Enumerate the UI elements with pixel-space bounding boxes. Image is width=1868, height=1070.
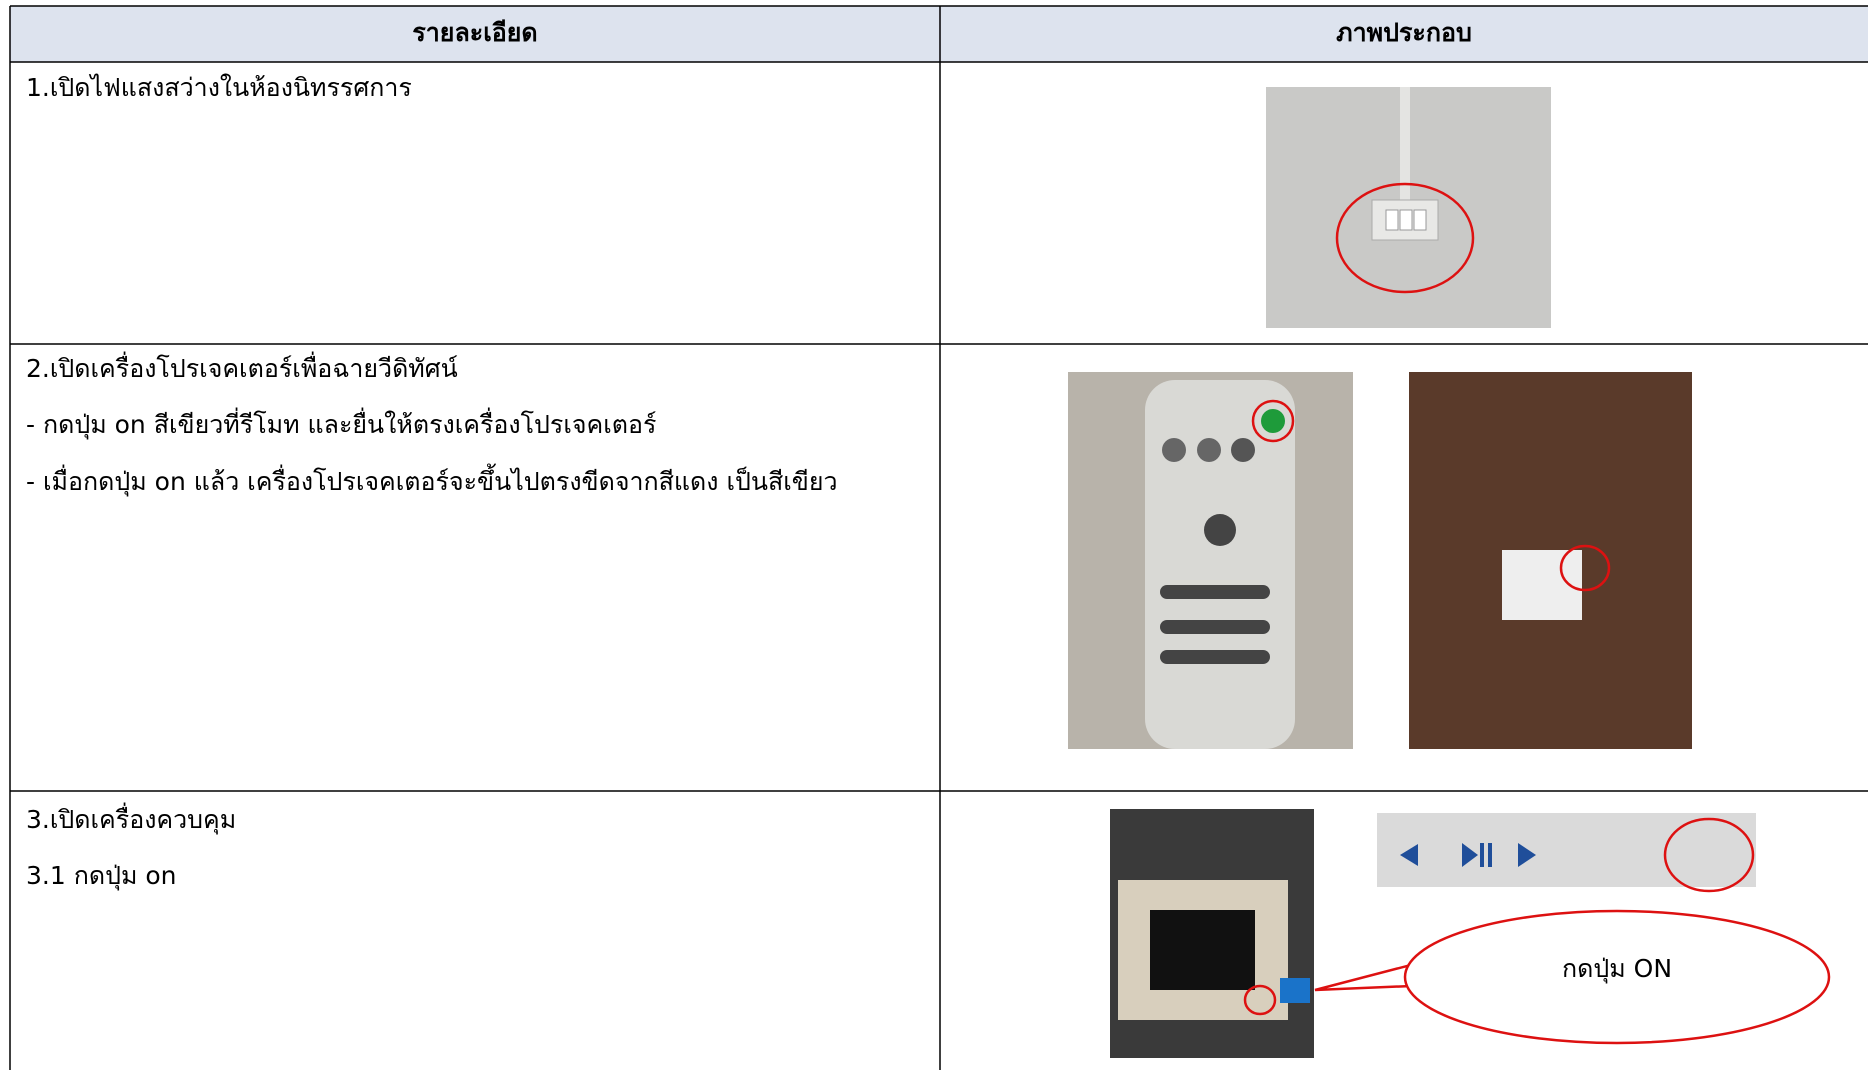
header-cell: ภาพประกอบ — [1336, 18, 1472, 47]
photo-projector — [1409, 372, 1692, 749]
callout-text: กดปุ่ม ON — [1562, 954, 1672, 984]
step-text: 3.1 กดปุ่ม on — [26, 861, 177, 891]
header-row — [10, 6, 1868, 62]
step-text: 2.เปิดเครื่องโปรเจคเตอร์เพื่อฉายวีดิทัศน… — [26, 351, 458, 383]
step-text: 3.เปิดเครื่องควบคุม — [26, 802, 236, 835]
table-grid — [9, 5, 1868, 1070]
step-text: 1.เปิดไฟแสงสว่างในห้องนิทรรศการ — [26, 73, 412, 102]
photo-panel — [1110, 809, 1314, 1058]
step-text: - เมื่อกดปุ่ม on แล้ว เครื่องโปรเจคเตอร์… — [26, 463, 838, 497]
photo-switch — [1266, 87, 1551, 328]
step-text: - กดปุ่ม on สีเขียวที่รีโมท และยื่นให้ตร… — [26, 407, 656, 440]
photo-buttons — [1377, 813, 1756, 893]
photo-remote — [1068, 372, 1353, 749]
callout: กดปุ่ม ON — [1314, 909, 1831, 1045]
header-cell: รายละเอียด — [412, 18, 537, 47]
